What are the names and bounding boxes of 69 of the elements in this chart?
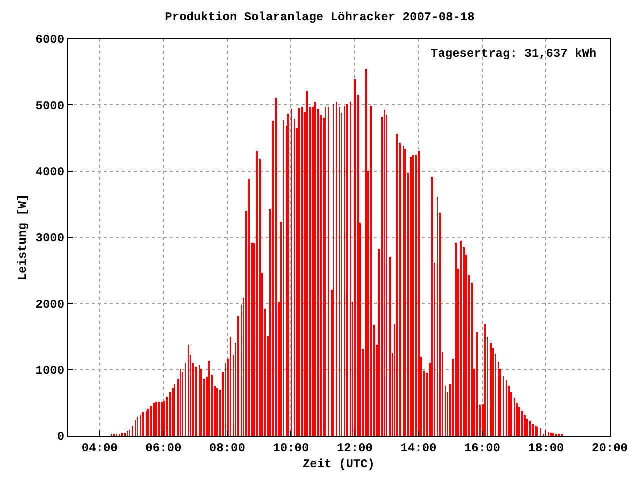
bar	[172, 388, 174, 436]
bar	[153, 403, 155, 436]
bar	[418, 151, 420, 436]
bar	[163, 401, 165, 436]
bar	[455, 243, 457, 436]
y-tick-label: 1000	[36, 364, 65, 378]
bar	[200, 369, 202, 436]
y-tick-label: 0	[57, 430, 65, 444]
bar	[526, 419, 528, 436]
bar	[314, 102, 316, 436]
bar	[208, 361, 210, 436]
bar	[298, 108, 300, 436]
y-tick-label: 6000	[36, 33, 65, 48]
bar	[142, 412, 144, 436]
x-tick-label: 12:00	[336, 441, 373, 456]
x-tick-label: 06:00	[146, 441, 182, 456]
y-tick-label: 4000	[36, 166, 65, 180]
x-axis-title: Zeit (UTC)	[302, 457, 376, 472]
x-tick-label: 20:00	[592, 441, 628, 456]
bar	[256, 151, 258, 436]
bar	[404, 149, 406, 436]
bar	[484, 324, 486, 436]
bar	[524, 415, 526, 436]
bar	[248, 179, 250, 436]
bar	[370, 106, 372, 436]
bar	[161, 402, 163, 436]
x-tick-label: 08:00	[209, 441, 246, 456]
y-tick-label: 2000	[36, 298, 65, 312]
bar	[275, 98, 277, 436]
bar	[415, 155, 417, 436]
bar	[490, 343, 492, 436]
y-tick-label: 3000	[36, 232, 65, 246]
bar	[237, 316, 239, 436]
bar	[521, 411, 523, 436]
bar	[346, 104, 348, 436]
bar	[158, 402, 160, 436]
bar	[431, 177, 433, 436]
x-tick-label: 14:00	[400, 441, 437, 456]
bar	[460, 241, 462, 436]
x-tick-label: 16:00	[464, 441, 500, 456]
y-tick-label: 5000	[36, 99, 65, 114]
x-tick-label: 04:00	[82, 441, 118, 456]
bar	[150, 406, 152, 436]
x-tick-label: 10:00	[273, 441, 310, 456]
bar	[476, 332, 478, 436]
bar	[306, 91, 308, 436]
bar	[124, 433, 126, 436]
bar	[354, 79, 356, 436]
bar	[155, 402, 157, 436]
bar	[195, 367, 197, 436]
bar	[365, 69, 367, 436]
annotation: Tagesertrag: 31,637 kWh	[431, 47, 597, 61]
x-tick-label: 18:00	[528, 441, 564, 456]
bar	[396, 134, 398, 436]
bar	[121, 433, 123, 436]
bar	[287, 114, 289, 436]
bar	[301, 107, 303, 436]
y-axis-title: Leistung [W]	[16, 194, 30, 281]
bar	[550, 433, 552, 436]
bar	[412, 155, 414, 436]
bar	[518, 407, 520, 436]
bar	[410, 157, 412, 436]
bar	[532, 424, 534, 436]
bar	[529, 421, 531, 436]
chart-title: Produktion Solaranlage Löhracker 2007-08-18	[165, 10, 475, 24]
bar	[552, 433, 554, 436]
bar	[216, 388, 218, 436]
bar	[169, 392, 171, 436]
bar	[389, 257, 391, 436]
